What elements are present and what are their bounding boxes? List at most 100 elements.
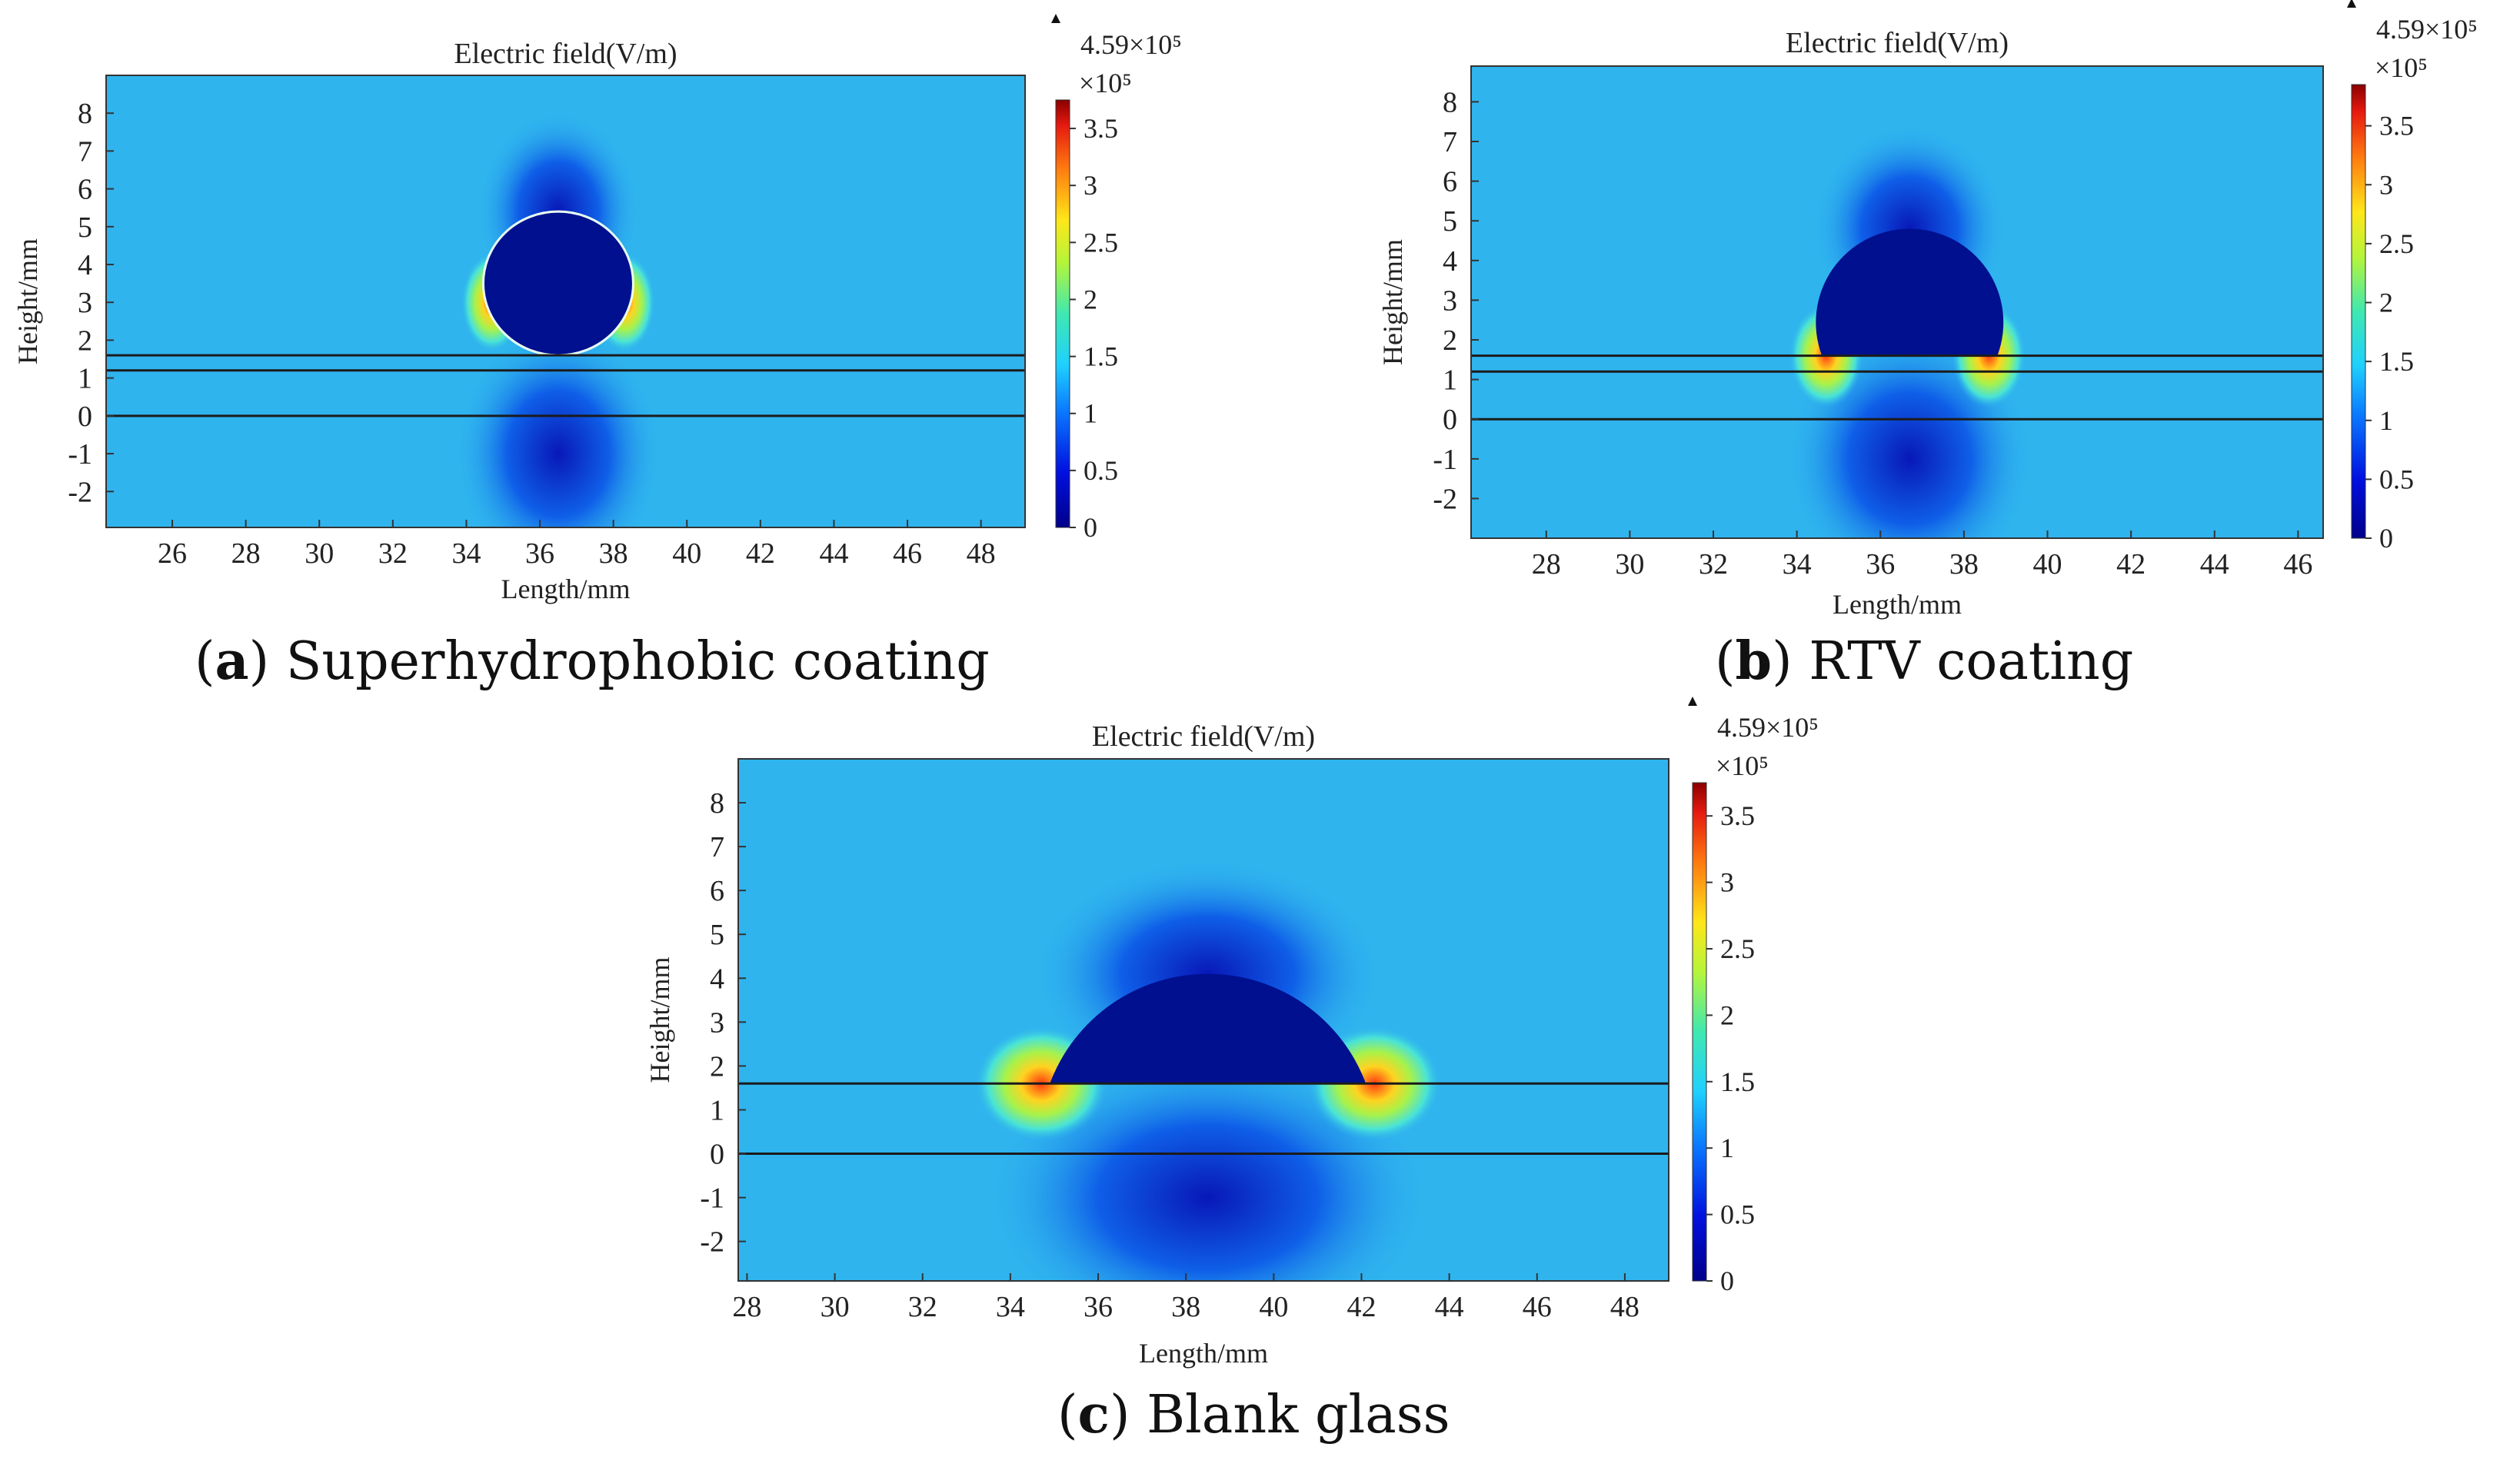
colorbar-tick-label: 0.5 [1084, 455, 1118, 486]
y-tick-label: 3 [1443, 284, 1457, 317]
x-axis-label: Length/mm [501, 574, 631, 604]
colorbar-max-marker [1688, 697, 1697, 706]
colorbar-tick-label: 1 [2379, 405, 2393, 436]
colorbar-tick-label: 0 [2379, 523, 2393, 554]
colorbar-tick-label: 2.5 [1720, 933, 1755, 964]
x-tick-label: 30 [1615, 548, 1644, 580]
y-tick-label: 6 [1443, 166, 1457, 198]
y-tick-label: 2 [1443, 324, 1457, 357]
colorbar-tick-label: 0.5 [2379, 464, 2414, 494]
x-tick-label: 34 [996, 1291, 1025, 1323]
x-tick-label: 32 [908, 1291, 937, 1323]
x-tick-label: 48 [967, 537, 996, 570]
y-tick-label: -2 [1433, 483, 1457, 515]
colorbar-max-label: 4.59×10⁵ [1080, 29, 1182, 60]
x-tick-label: 46 [1523, 1291, 1552, 1323]
colorbar-tick-label: 3 [1720, 867, 1734, 898]
y-tick-label: 2 [78, 324, 92, 357]
colorbar-tick-label: 1 [1084, 398, 1097, 429]
plot-frame [737, 758, 1669, 1282]
droplet-shape [1050, 973, 1367, 1084]
droplet-shape [481, 210, 634, 357]
chart-a: 26 28 30 32 34 36 38 40 42 44 46 48-2-1012345678Ele… [12, 14, 1182, 604]
x-tick-label: 44 [819, 537, 848, 570]
x-tick-label: 34 [451, 537, 481, 570]
x-tick-label: 30 [305, 537, 334, 570]
colorbar-tick-label: 0 [1084, 512, 1097, 543]
chart-b: 28 30 32 34 36 38 40 42 44 46-2-1012345678Electri… [1377, 0, 2478, 620]
field-layer [1786, 125, 2032, 538]
y-tick-label: 8 [710, 787, 724, 820]
y-tick-label: 2 [710, 1050, 724, 1083]
y-tick-label: 4 [710, 963, 724, 995]
x-tick-label: 32 [1699, 548, 1728, 580]
x-tick-label: 28 [732, 1291, 761, 1323]
colorbar-unit-label: ×10⁵ [1716, 750, 1769, 781]
colorbar-tick-label: 2.5 [1084, 227, 1118, 258]
caption-b: (b) RTV coating [1715, 630, 2134, 692]
x-tick-label: 40 [1259, 1291, 1288, 1323]
droplet-shape [1816, 228, 2004, 356]
x-axis-label: Length/mm [1833, 589, 1962, 620]
colorbar-tick-label: 2 [1084, 284, 1097, 314]
colorbar-tick-label: 3.5 [2379, 111, 2414, 141]
y-tick-label: -1 [1433, 444, 1457, 476]
low-field-bottom [455, 327, 661, 527]
colorbar-tick-label: 2.5 [2379, 228, 2414, 259]
y-axis-label: Height/mm [12, 238, 43, 364]
field-layer [455, 111, 661, 527]
colorbar-tick-label: 1.5 [1084, 341, 1118, 372]
x-tick-label: 36 [1866, 548, 1895, 580]
caption-a: (a) Superhydrophobic coating [195, 630, 990, 692]
y-tick-label: 8 [78, 98, 92, 130]
x-tick-label: 40 [672, 537, 701, 570]
y-tick-label: 7 [1443, 126, 1457, 158]
caption-c: (c) Blank glass [1057, 1384, 1450, 1445]
colorbar-tick-label: 3.5 [1084, 113, 1118, 144]
colorbar [1055, 99, 1070, 528]
colorbar-unit-label: ×10⁵ [2375, 52, 2428, 83]
y-tick-label: 0 [710, 1139, 724, 1171]
y-axis-label: Height/mm [1377, 239, 1408, 365]
colorbar-max-label: 4.59×10⁵ [2376, 14, 2478, 45]
x-tick-label: 46 [2283, 548, 2312, 580]
y-tick-label: 8 [1443, 86, 1457, 118]
y-tick-label: 5 [78, 211, 92, 244]
colorbar-max-label: 4.59×10⁵ [1717, 712, 1819, 743]
y-tick-label: 3 [710, 1006, 724, 1039]
x-tick-label: 46 [893, 537, 922, 570]
x-tick-label: 32 [378, 537, 408, 570]
colorbar-tick-label: 1.5 [1720, 1066, 1755, 1097]
chart-title: Electric field(V/m) [1092, 720, 1315, 753]
x-tick-label: 28 [1532, 548, 1561, 580]
colorbar-tick-label: 3.5 [1720, 800, 1755, 831]
colorbar-tick-label: 2 [1720, 1000, 1734, 1030]
colorbar-tick-label: 0.5 [1720, 1199, 1755, 1230]
y-tick-label: -2 [68, 476, 92, 508]
y-tick-label: -2 [700, 1226, 724, 1259]
plot-frame [105, 75, 1026, 528]
colorbar-unit-label: ×10⁵ [1079, 68, 1132, 98]
colorbar-tick-label: 2 [2379, 288, 2393, 318]
y-tick-label: 4 [78, 249, 92, 281]
x-tick-label: 38 [599, 537, 628, 570]
y-tick-label: 1 [710, 1094, 724, 1126]
y-axis-label: Height/mm [644, 957, 675, 1083]
y-tick-label: 7 [710, 831, 724, 863]
y-tick-label: 7 [78, 135, 92, 168]
y-tick-label: 4 [1443, 245, 1457, 278]
x-tick-label: 40 [2033, 548, 2062, 580]
plot-frame [1470, 65, 2324, 539]
x-tick-label: 44 [2200, 548, 2229, 580]
colorbar-tick-label: 0 [1720, 1266, 1734, 1296]
x-tick-label: 42 [2116, 548, 2145, 580]
colorbar-tick-label: 3 [2379, 169, 2393, 200]
x-tick-label: 44 [1435, 1291, 1464, 1323]
colorbar-tick-label: 3 [1084, 170, 1097, 201]
x-tick-label: 42 [1347, 1291, 1376, 1323]
y-tick-label: 3 [78, 287, 92, 319]
y-tick-label: -1 [700, 1183, 724, 1215]
chart-title: Electric field(V/m) [454, 38, 677, 70]
chart-title: Electric field(V/m) [1786, 27, 2009, 59]
